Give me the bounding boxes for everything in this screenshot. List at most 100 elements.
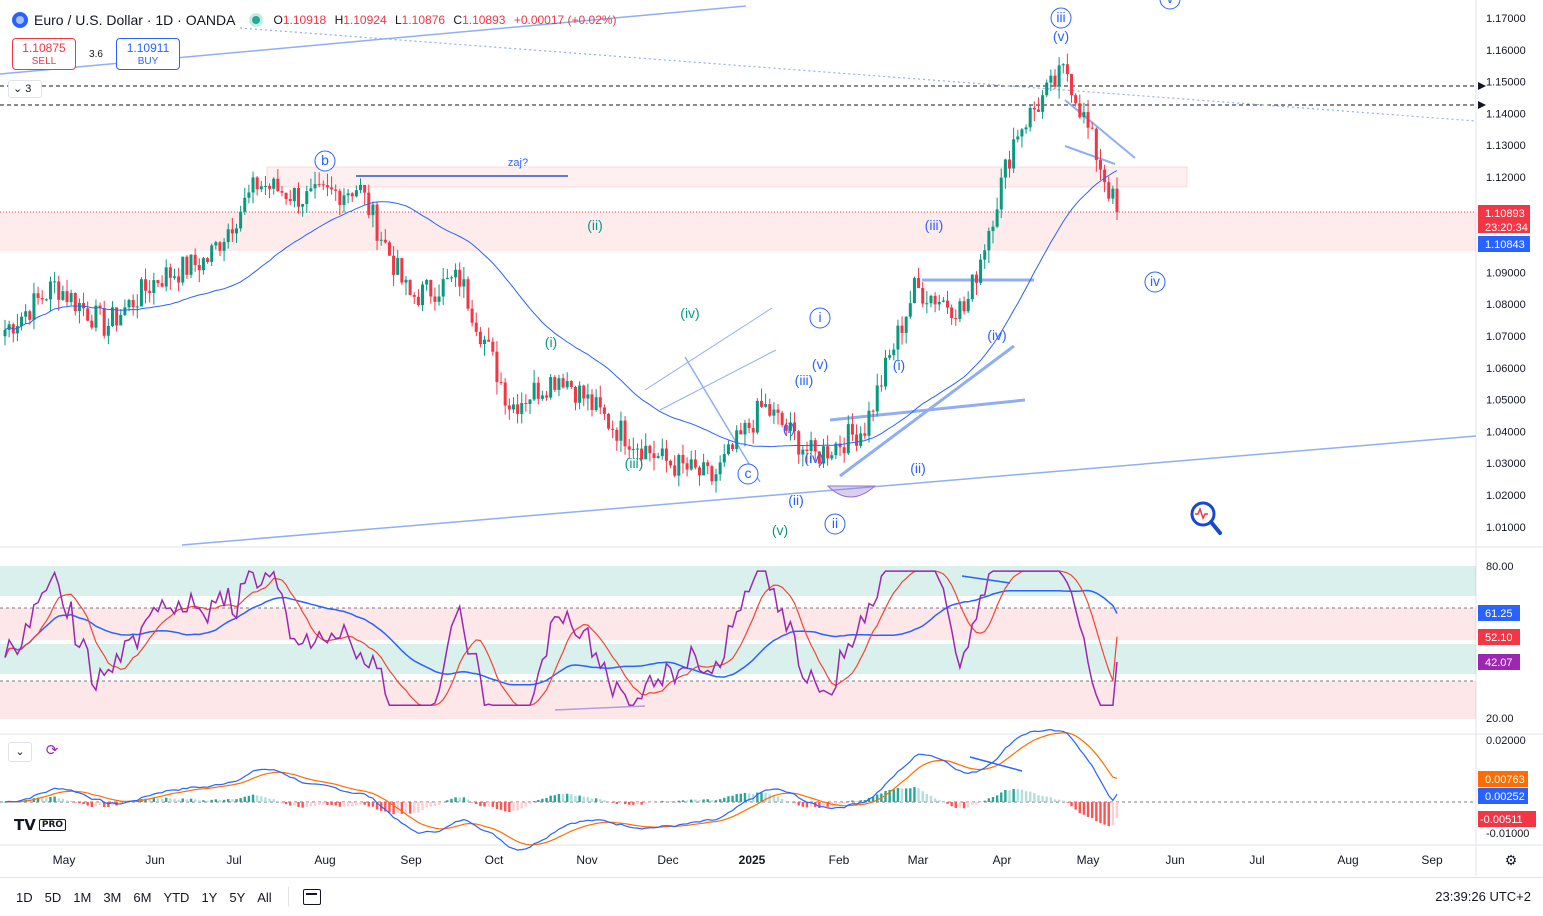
macd-bar [74, 802, 77, 803]
level-marker-icon [1478, 101, 1486, 109]
rsi-slow-ma [4, 589, 1118, 686]
candle-body [276, 178, 280, 192]
macd-bar [950, 802, 953, 807]
candle-body [635, 448, 639, 450]
range-5d[interactable]: 5D [44, 889, 62, 905]
macd-bar [173, 798, 176, 802]
candle-body [172, 276, 176, 278]
macd-bar [413, 802, 416, 814]
chart-area[interactable]: b zaj? (ii) (i) (iv) (iii) c (ii) (v) (i) (iv) (iii… [0, 0, 1543, 876]
gear-icon[interactable]: ⚙ [1504, 852, 1518, 868]
macd-bar [892, 789, 895, 802]
candle-body [582, 385, 586, 399]
macd-bar [768, 794, 771, 802]
macd-signal-label [1478, 771, 1528, 787]
candle-body [437, 296, 441, 302]
wedge-line [1064, 145, 1116, 165]
range-3m[interactable]: 3M [103, 889, 122, 905]
time-tick: Jun [1165, 853, 1184, 867]
range-6m[interactable]: 6M [133, 889, 152, 905]
buy-button[interactable]: 1.10911 BUY [116, 38, 180, 70]
macd-bar [342, 802, 346, 807]
candle-body [144, 279, 148, 291]
tradingview-logo[interactable]: TV PRO [14, 816, 67, 834]
wave-label: (ii) [587, 217, 603, 233]
macd-bar [49, 796, 52, 802]
candle-body [412, 295, 416, 297]
wave-label: (iii) [625, 455, 644, 471]
candle-body [970, 274, 974, 300]
candle-body [1053, 75, 1057, 87]
candle-body [3, 329, 7, 337]
candle-body [706, 462, 710, 467]
wave-label: (ii) [788, 492, 804, 508]
macd-bar [532, 801, 536, 802]
candle-body [1078, 103, 1082, 118]
macd-bar [103, 802, 106, 807]
candle-body [239, 211, 243, 229]
clock[interactable]: 23:39:26 UTC+2 [1435, 889, 1531, 904]
range-all[interactable]: All [257, 889, 272, 905]
candle-body [429, 279, 433, 297]
range-1d[interactable]: 1D [16, 889, 33, 905]
macd-bar [735, 794, 738, 802]
candle-body [1086, 112, 1090, 128]
symbol-title[interactable]: Euro / U.S. Dollar · 1D · OANDA [34, 12, 236, 28]
macd-bar [946, 802, 949, 804]
refresh-icon[interactable]: ⟳ [40, 742, 64, 762]
macd-bar [458, 797, 461, 802]
close-value: 1.10893 [462, 13, 506, 27]
time-tick: Aug [314, 853, 335, 867]
ma-price-value: 1.10843 [1485, 239, 1525, 251]
sell-button[interactable]: 1.10875 SELL [12, 38, 76, 70]
macd-bar [739, 793, 743, 802]
range-5y[interactable]: 5Y [229, 889, 246, 905]
high-value: 1.10924 [343, 13, 387, 27]
candle-body [421, 284, 425, 306]
macd-bar [628, 802, 631, 805]
macd-bar [284, 802, 288, 805]
macd-bar [268, 798, 271, 802]
candle-body [974, 274, 978, 283]
wave-label: iii [1056, 9, 1065, 25]
divergence-line [961, 575, 1011, 584]
range-1m[interactable]: 1M [73, 889, 92, 905]
candle-body [1094, 128, 1098, 161]
macd-bar [615, 802, 619, 805]
macd-bar [876, 794, 879, 802]
macd-bar [756, 792, 759, 802]
wave-label: v [1167, 0, 1174, 6]
wave-label-circle [809, 307, 831, 329]
macd-bar [326, 802, 329, 805]
candle-body [553, 377, 557, 390]
candle-body [569, 381, 573, 388]
range-ytd[interactable]: YTD [163, 889, 190, 905]
chevron-down-icon[interactable]: ⌄ [8, 742, 32, 762]
calendar-icon[interactable] [302, 889, 321, 905]
macd-bar [305, 802, 308, 808]
macd-bar [958, 802, 962, 808]
candle-body [185, 256, 189, 275]
macd-bar [1004, 790, 1007, 802]
candle-body [784, 424, 788, 431]
macd-bar [169, 798, 172, 802]
candle-body [991, 226, 995, 231]
macd-bar [483, 802, 486, 807]
macd-bar [1095, 802, 1098, 822]
macd-bar [694, 799, 697, 802]
range-1y[interactable]: 1Y [201, 889, 218, 905]
macd-bar [466, 799, 470, 802]
time-tick: Jul [226, 853, 241, 867]
macd-bar [491, 802, 494, 807]
chart-canvas[interactable]: b zaj?(ii)(i)(iv)(iii)c(ii)(v)(i)(iv)(iii… [0, 0, 1543, 876]
macd-bar [313, 802, 317, 806]
time-tick: Apr [993, 853, 1012, 867]
macd-bar [793, 802, 796, 803]
candle-body [925, 303, 929, 305]
candle-body [912, 278, 916, 304]
candle-body [255, 177, 259, 190]
indicators-collapse-button[interactable]: ⌄ 3 [8, 80, 42, 98]
macd-bar [665, 801, 668, 802]
macd-bar [346, 802, 350, 807]
low-value: 1.10876 [401, 13, 446, 27]
